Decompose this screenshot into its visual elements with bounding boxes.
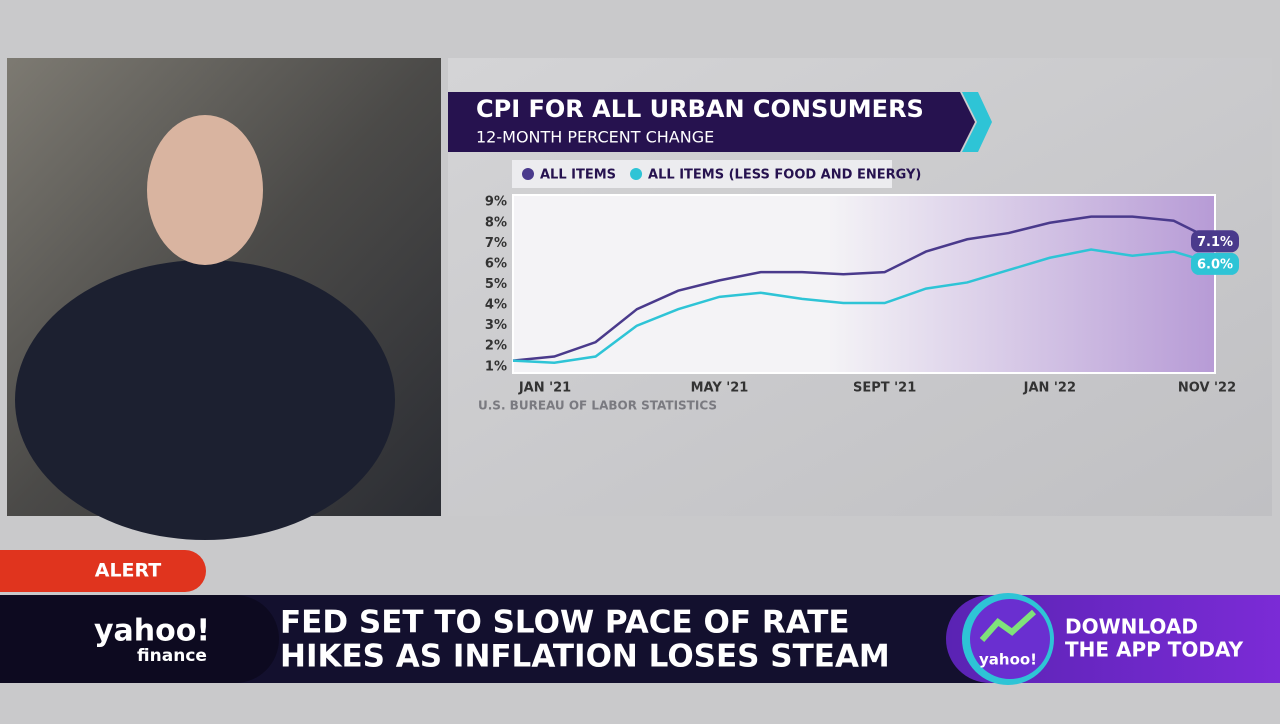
presenter-face xyxy=(147,115,263,265)
presenter-silhouette xyxy=(15,260,395,540)
y-tick-label: 3% xyxy=(485,318,507,333)
y-tick-label: 7% xyxy=(485,236,507,251)
logo-sub: finance xyxy=(137,646,207,666)
chart-subtitle: 12-MONTH PERCENT CHANGE xyxy=(476,128,714,147)
promo-line: DOWNLOAD xyxy=(1065,615,1198,639)
logo: yahoo! xyxy=(94,614,210,649)
app-icon-label: yahoo! xyxy=(979,651,1037,669)
x-tick-label: SEPT '21 xyxy=(853,381,916,396)
headline-line: FED SET TO SLOW PACE OF RATE xyxy=(280,605,850,641)
end-label-pill xyxy=(1191,230,1239,253)
logo-block xyxy=(0,595,279,683)
legend-box xyxy=(512,160,892,188)
plot-area xyxy=(512,194,1216,374)
alert-pill xyxy=(0,550,206,592)
end-label: 6.0% xyxy=(1197,257,1233,272)
y-tick-label: 2% xyxy=(485,339,507,354)
headline-line: HIKES AS INFLATION LOSES STEAM xyxy=(280,639,890,675)
x-tick-label: JAN '22 xyxy=(1023,381,1076,396)
title-bar xyxy=(448,92,975,152)
title-accent xyxy=(962,92,992,152)
legend-label: ALL ITEMS xyxy=(540,168,616,183)
y-tick-label: 4% xyxy=(485,298,507,313)
legend-swatch xyxy=(630,168,643,180)
series-line xyxy=(512,248,1216,364)
series-line xyxy=(512,215,1216,362)
end-label: 7.1% xyxy=(1197,235,1233,250)
promo-line: THE APP TODAY xyxy=(1065,638,1244,662)
chart-title: CPI FOR ALL URBAN CONSUMERS xyxy=(476,95,924,123)
y-tick-label: 9% xyxy=(485,195,507,210)
x-tick-label: NOV '22 xyxy=(1178,381,1236,396)
y-tick-label: 5% xyxy=(485,277,507,292)
y-tick-label: 1% xyxy=(485,359,507,374)
legend-swatch xyxy=(522,168,534,180)
app-icon-arrow xyxy=(979,609,1037,642)
source: U.S. BUREAU OF LABOR STATISTICS xyxy=(478,399,717,413)
end-label-pill xyxy=(1191,252,1239,275)
alert-label: ALERT xyxy=(95,560,162,582)
legend-label: ALL ITEMS (LESS FOOD AND ENERGY) xyxy=(648,168,921,183)
x-tick-label: JAN '21 xyxy=(518,381,571,396)
y-tick-label: 8% xyxy=(485,215,507,230)
y-tick-label: 6% xyxy=(485,256,507,271)
x-tick-label: MAY '21 xyxy=(691,381,749,396)
